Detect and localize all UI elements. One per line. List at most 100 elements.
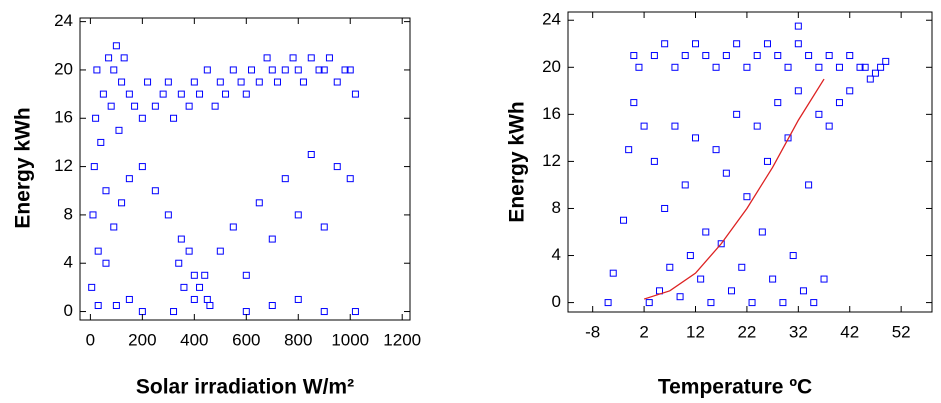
point bbox=[763, 157, 771, 165]
point bbox=[216, 247, 224, 255]
point bbox=[118, 199, 126, 207]
point bbox=[882, 57, 890, 65]
point bbox=[112, 302, 120, 310]
x-axis-label: Temperature ºC bbox=[658, 376, 812, 399]
point bbox=[170, 308, 178, 316]
x-tick-label: 42 bbox=[840, 322, 859, 341]
point bbox=[268, 302, 276, 310]
x-tick-label: 1000 bbox=[331, 330, 369, 349]
point bbox=[692, 40, 700, 48]
point bbox=[794, 22, 802, 30]
point bbox=[794, 87, 802, 95]
point bbox=[102, 187, 110, 195]
point bbox=[177, 235, 185, 243]
point bbox=[712, 146, 720, 154]
point bbox=[640, 122, 648, 130]
point bbox=[206, 302, 214, 310]
point bbox=[650, 157, 658, 165]
point bbox=[125, 90, 133, 98]
point bbox=[125, 175, 133, 183]
point bbox=[722, 52, 730, 60]
point bbox=[784, 63, 792, 71]
point bbox=[190, 78, 198, 86]
point bbox=[671, 122, 679, 130]
point bbox=[815, 110, 823, 118]
point bbox=[159, 90, 167, 98]
x-tick-label: 2 bbox=[639, 322, 648, 341]
point bbox=[681, 181, 689, 189]
point bbox=[609, 269, 617, 277]
point bbox=[268, 235, 276, 243]
point bbox=[799, 287, 807, 295]
point bbox=[164, 78, 172, 86]
y-tick-label: 16 bbox=[542, 104, 561, 123]
x-tick-label: -8 bbox=[585, 322, 600, 341]
point bbox=[743, 63, 751, 71]
point bbox=[769, 275, 777, 283]
point bbox=[733, 110, 741, 118]
point bbox=[805, 181, 813, 189]
x-tick-label: 1200 bbox=[383, 330, 421, 349]
point bbox=[835, 63, 843, 71]
y-tick-label: 0 bbox=[64, 301, 73, 320]
point bbox=[115, 126, 123, 134]
point bbox=[666, 263, 674, 271]
point bbox=[247, 66, 255, 74]
point bbox=[229, 66, 237, 74]
point bbox=[180, 283, 188, 291]
point bbox=[201, 271, 209, 279]
point bbox=[784, 134, 792, 142]
y-tick-label: 20 bbox=[542, 57, 561, 76]
point bbox=[697, 275, 705, 283]
point bbox=[144, 78, 152, 86]
point bbox=[99, 90, 107, 98]
point bbox=[645, 299, 653, 307]
point bbox=[702, 52, 710, 60]
point bbox=[118, 78, 126, 86]
y-tick-label: 16 bbox=[54, 108, 73, 127]
x-tick-label: 22 bbox=[737, 322, 756, 341]
point bbox=[753, 52, 761, 60]
point bbox=[90, 163, 98, 171]
plot-frame bbox=[79, 17, 411, 321]
point bbox=[177, 90, 185, 98]
point bbox=[138, 163, 146, 171]
point bbox=[185, 102, 193, 110]
point bbox=[164, 211, 172, 219]
y-tick-label: 24 bbox=[54, 11, 73, 30]
point bbox=[820, 275, 828, 283]
point bbox=[856, 63, 864, 71]
point bbox=[846, 52, 854, 60]
point bbox=[733, 40, 741, 48]
point bbox=[320, 66, 328, 74]
point bbox=[871, 69, 879, 77]
point bbox=[763, 40, 771, 48]
point bbox=[110, 223, 118, 231]
point bbox=[325, 54, 333, 62]
point bbox=[93, 66, 101, 74]
point bbox=[120, 54, 128, 62]
plot-frame bbox=[567, 11, 933, 313]
fit-line bbox=[643, 78, 825, 300]
point bbox=[630, 99, 638, 107]
point bbox=[774, 52, 782, 60]
y-tick-label: 0 bbox=[552, 292, 561, 311]
point bbox=[351, 308, 359, 316]
point bbox=[738, 263, 746, 271]
point bbox=[273, 78, 281, 86]
point bbox=[676, 293, 684, 301]
point bbox=[722, 169, 730, 177]
point bbox=[131, 102, 139, 110]
point bbox=[630, 52, 638, 60]
y-axis-label: Energy kWh bbox=[506, 101, 529, 222]
x-axis-label: Solar irradiation W/m² bbox=[136, 376, 354, 399]
point bbox=[307, 151, 315, 159]
point bbox=[866, 75, 874, 83]
y-tick-label: 12 bbox=[54, 156, 73, 175]
y-axis-label: Energy kWh bbox=[12, 107, 35, 228]
point bbox=[320, 308, 328, 316]
point bbox=[712, 63, 720, 71]
point bbox=[151, 187, 159, 195]
point bbox=[294, 66, 302, 74]
